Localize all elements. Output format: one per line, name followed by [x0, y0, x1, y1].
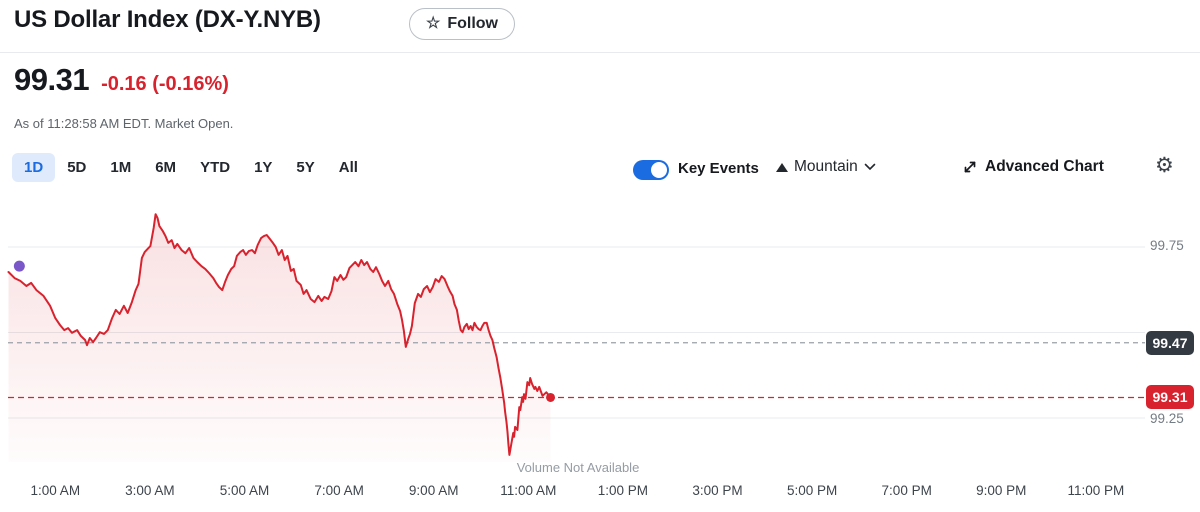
key-events-label: Key Events: [678, 160, 759, 177]
tab-5d[interactable]: 5D: [67, 159, 87, 176]
x-axis-label: 1:00 AM: [30, 483, 81, 498]
y-axis-label-bottom: 99.25: [1150, 411, 1184, 426]
x-axis-label: 5:00 PM: [786, 483, 838, 498]
expand-arrows-icon: [962, 159, 978, 175]
header-divider: [0, 52, 1200, 53]
advanced-chart-link[interactable]: Advanced Chart: [962, 158, 1104, 176]
key-events-toggle[interactable]: [633, 160, 669, 180]
tab-1m[interactable]: 1M: [110, 159, 132, 176]
last-price-text: 99.31: [14, 62, 90, 97]
previous-close-badge: 99.47: [1146, 330, 1194, 355]
x-axis-label: 1:00 PM: [597, 483, 649, 498]
tab-1d[interactable]: 1D: [12, 153, 56, 182]
quote-summary: 99.31 -0.16 (-0.16%): [14, 62, 229, 98]
x-axis-label: 5:00 AM: [219, 483, 270, 498]
star-icon: ☆: [426, 15, 441, 32]
as-of-timestamp: As of 11:28:58 AM EDT. Market Open.: [14, 116, 234, 131]
advanced-chart-label: Advanced Chart: [985, 158, 1104, 175]
chart-type-label: Mountain: [794, 158, 858, 175]
x-axis-label: 3:00 PM: [692, 483, 743, 498]
tab-ytd[interactable]: YTD: [200, 159, 231, 176]
x-axis-label: 7:00 AM: [314, 483, 364, 498]
x-axis: 1:00 AM 3:00 AM 5:00 AM 7:00 AM 9:00 AM 11:00…: [0, 483, 1200, 501]
volume-note: Volume Not Available: [516, 460, 640, 475]
gear-icon[interactable]: ⚙: [1155, 154, 1174, 177]
page-title: US Dollar Index (DX-Y.NYB): [14, 6, 321, 33]
last-price-dot: [546, 392, 556, 402]
last-price-badge: 99.31: [1146, 385, 1194, 410]
area-fill: [8, 214, 551, 462]
key-event-marker[interactable]: [13, 260, 25, 272]
x-axis-label: 9:00 AM: [408, 483, 459, 498]
x-axis-label: 9:00 PM: [976, 483, 1027, 498]
x-axis-label: 3:00 AM: [125, 483, 175, 498]
tab-5y[interactable]: 5Y: [296, 159, 315, 176]
price-change-text: -0.16 (-0.16%): [101, 73, 229, 95]
price-chart[interactable]: [0, 200, 1200, 470]
tab-1y[interactable]: 1Y: [254, 159, 273, 176]
chart-type-dropdown[interactable]: Mountain: [776, 158, 876, 176]
x-axis-label: 11:00 AM: [500, 483, 557, 498]
chevron-down-icon: [864, 163, 876, 171]
x-axis-label: 11:00 PM: [1067, 483, 1125, 498]
toggle-knob: [651, 162, 667, 178]
mountain-icon: [776, 162, 788, 172]
price-line: [7, 213, 552, 456]
follow-button[interactable]: ☆ Follow: [409, 8, 515, 40]
tab-all[interactable]: All: [338, 159, 358, 176]
time-range-tabs: 1D 5D 1M 6M YTD 1Y 5Y All: [12, 153, 370, 182]
y-axis-label-top: 99.75: [1150, 238, 1184, 253]
x-axis-label: 7:00 PM: [881, 483, 932, 498]
tab-6m[interactable]: 6M: [155, 159, 177, 176]
follow-button-label: Follow: [447, 15, 498, 32]
